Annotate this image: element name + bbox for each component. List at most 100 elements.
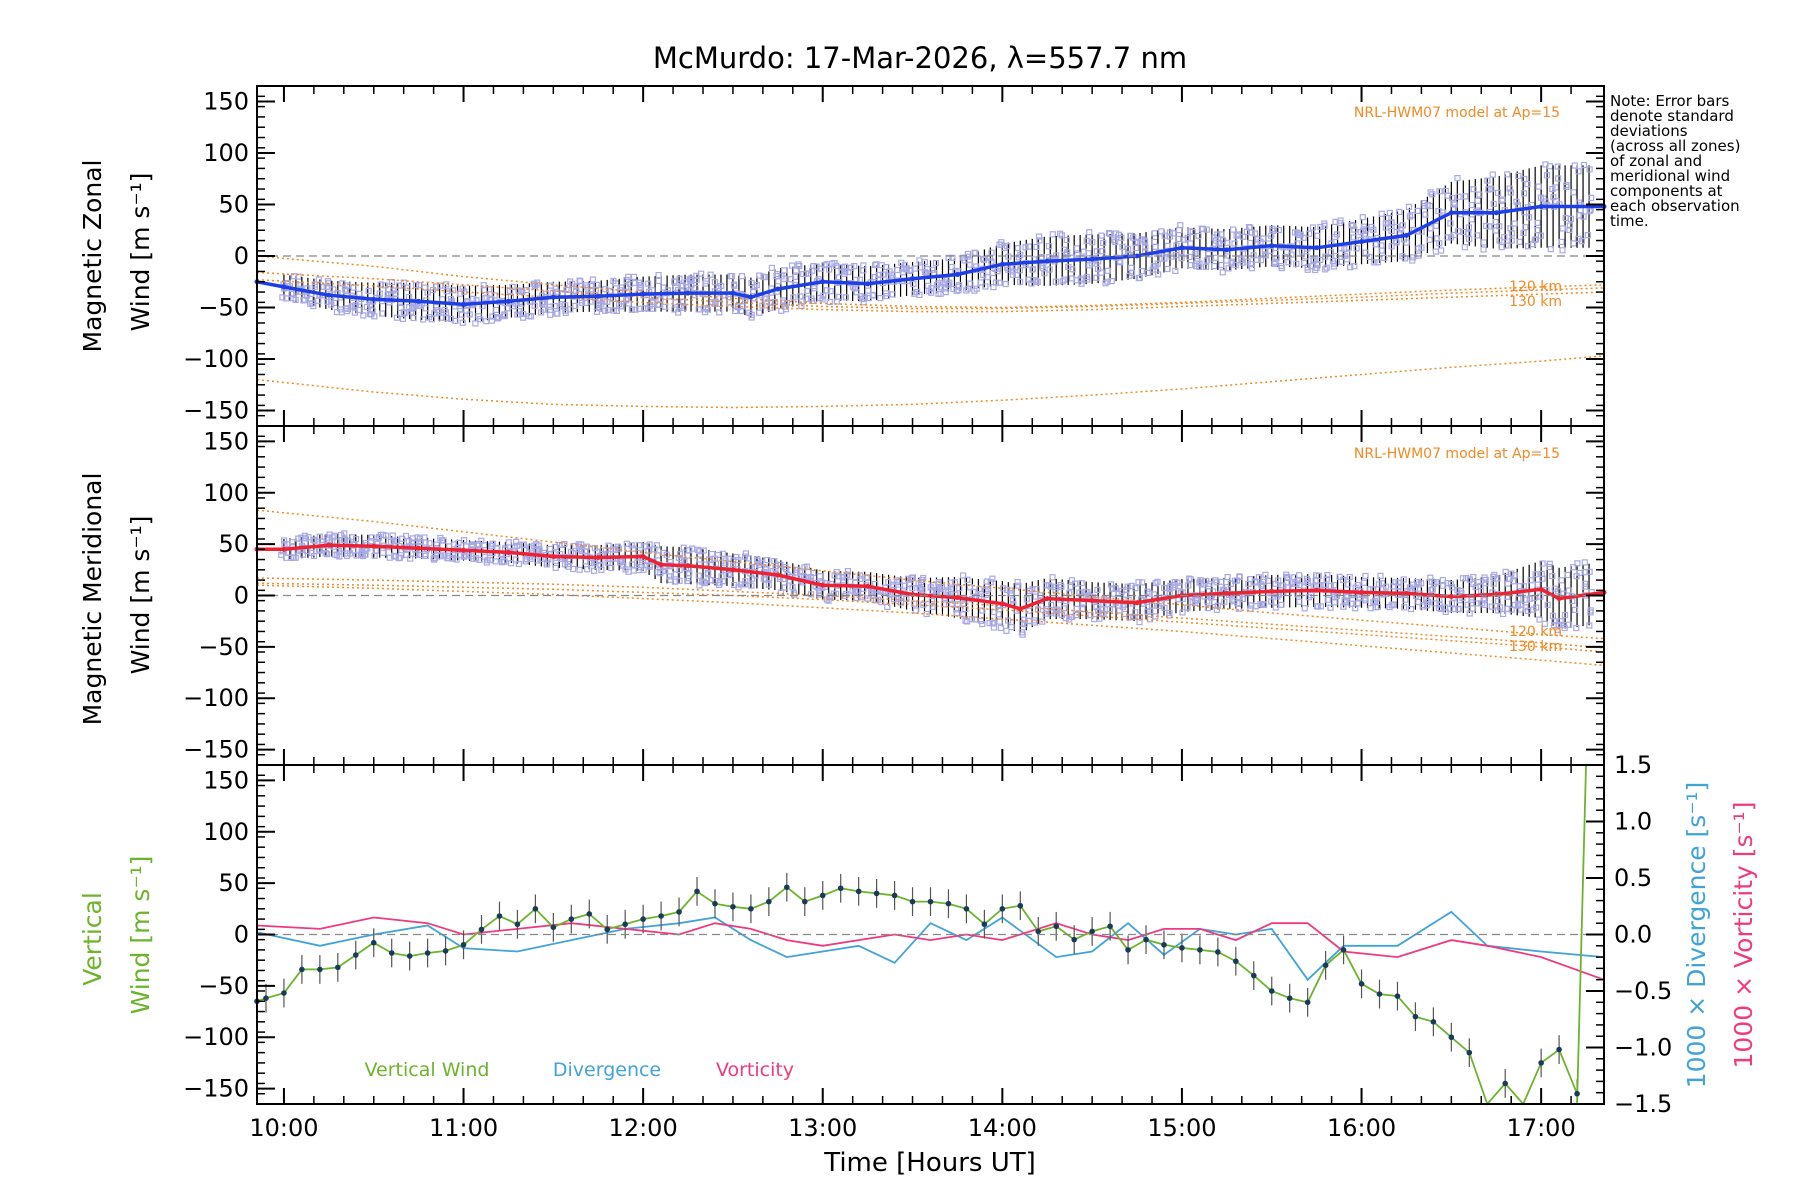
zonal-zone-point	[805, 270, 813, 277]
zonal-zone-point	[1359, 214, 1366, 221]
zonal-zone-point	[1117, 259, 1124, 266]
zonal-ylabel-line2: Wind [m s⁻¹]	[126, 173, 155, 332]
zonal-zone-point	[494, 314, 501, 321]
meridional-wind-point	[1134, 600, 1140, 606]
zonal-zone-point	[494, 315, 502, 322]
vertical-wind-point	[676, 909, 682, 915]
meridional-zone-point	[920, 574, 927, 582]
meridional-zone-point	[1265, 577, 1272, 584]
zonal-zone-point	[303, 292, 311, 299]
zonal-zone-point	[1247, 261, 1254, 268]
zonal-zone-point	[1253, 256, 1261, 263]
meridional-zone-point	[576, 566, 583, 573]
meridional-zone-point	[884, 603, 891, 611]
meridional-zone-point	[1508, 570, 1515, 577]
zonal-ytick-label: −100	[183, 345, 249, 373]
zonal-zone-point	[948, 263, 956, 271]
meridional-zone-point	[911, 600, 918, 607]
zonal-zone-point	[984, 274, 991, 281]
meridional-zone-point	[1206, 580, 1213, 587]
meridional-zone-point	[295, 535, 302, 542]
meridional-zone-point	[826, 593, 833, 601]
zonal-ylabel-line1: Magnetic Zonal	[78, 159, 107, 352]
zonal-zone-point	[562, 309, 569, 316]
meridional-zone-point	[1072, 611, 1080, 619]
meridional-zone-point	[989, 620, 996, 627]
zonal-zone-point	[1444, 234, 1451, 241]
vertical-wind-point	[1466, 1049, 1473, 1056]
zonal-zone-point	[888, 271, 895, 278]
zonal-zone-point	[1278, 263, 1285, 270]
meridional-zone-point	[1193, 596, 1201, 603]
meridional-zone-point	[1586, 622, 1593, 629]
plot-title: McMurdo: 17-Mar-2026, λ=557.7 nm	[653, 41, 1187, 75]
meridional-zone-point	[878, 598, 885, 606]
zonal-zone-point	[792, 273, 799, 280]
meridional-zone-point	[809, 569, 817, 577]
meridional-ytick-label: −50	[198, 633, 249, 661]
meridional-zone-point	[1304, 579, 1312, 587]
vertical-ytick-label: −100	[183, 1023, 249, 1051]
zonal-zone-point	[1455, 193, 1462, 200]
meridional-zone-point	[1348, 600, 1355, 607]
zonal-zone-point	[1347, 264, 1354, 271]
meridional-zone-point	[716, 579, 723, 586]
zonal-zone-point	[1225, 265, 1232, 272]
zonal-zone-point	[441, 306, 448, 314]
meridional-zone-point	[1062, 614, 1069, 622]
meridional-zone-point	[1317, 582, 1324, 589]
legend-divergence: Divergence	[553, 1059, 661, 1081]
zonal-zone-point	[379, 310, 386, 317]
x-tick-label: 10:00	[249, 1114, 318, 1142]
zonal-zone-point	[311, 283, 318, 290]
meridional-zone-point	[676, 566, 683, 574]
zonal-zone-point	[1558, 238, 1565, 245]
meridional-zone-point	[1060, 605, 1067, 612]
legend-vorticity: Vorticity	[716, 1059, 794, 1081]
meridional-ylabel-line2: Wind [m s⁻¹]	[126, 516, 155, 675]
meridional-zone-point	[316, 533, 323, 540]
x-tick-label: 13:00	[788, 1114, 857, 1142]
meridional-zone-point	[748, 563, 756, 571]
zonal-zone-point	[792, 267, 800, 274]
zonal-zone-point	[1285, 259, 1292, 266]
zonal-zone-point	[501, 313, 508, 320]
zonal-zone-point	[437, 282, 444, 289]
zonal-zone-point	[1409, 257, 1416, 264]
zonal-zone-point	[1514, 202, 1522, 209]
y2-tick-label: 1.5	[1614, 751, 1652, 779]
zonal-zone-point	[1353, 245, 1360, 252]
meridional-zone-point	[1362, 572, 1369, 580]
meridional-zone-point	[754, 555, 761, 563]
zonal-zone-point	[1447, 220, 1454, 227]
meridional-zone-point	[368, 534, 375, 541]
zonal-zone-point	[607, 287, 615, 294]
meridional-zone-point	[844, 567, 852, 575]
zonal-zone-point	[870, 291, 877, 298]
zonal-zone-point	[360, 312, 367, 319]
meridional-zone-point	[1539, 560, 1546, 567]
vertical-wind-point	[855, 888, 862, 895]
zonal-zone-point	[672, 299, 679, 306]
zonal-zone-point	[881, 271, 888, 278]
zonal-zone-point	[716, 309, 723, 316]
meridional-zone-point	[979, 620, 986, 628]
zonal-zone-point	[796, 263, 803, 270]
meridional-zone-point	[1571, 606, 1579, 614]
meridional-zone-point	[909, 585, 916, 592]
vertical-wind-point	[496, 913, 503, 919]
meridional-zone-point	[1212, 577, 1219, 584]
vertical-wind-point	[622, 921, 628, 928]
meridional-zone-point	[964, 576, 971, 583]
meridional-zone-point	[665, 573, 673, 580]
vertical-wind-point	[963, 906, 970, 912]
meridional-zone-point	[843, 590, 850, 598]
zonal-zone-point	[531, 282, 539, 290]
zonal-zone-point	[1166, 229, 1174, 236]
zonal-zone-point	[604, 298, 611, 305]
meridional-zone-point	[1499, 610, 1507, 618]
zonal-zone-point	[1368, 223, 1375, 231]
zonal-zone-point	[1386, 209, 1394, 217]
zonal-zone-point	[1466, 235, 1473, 243]
vertical-ytick-label: −150	[183, 1075, 249, 1103]
